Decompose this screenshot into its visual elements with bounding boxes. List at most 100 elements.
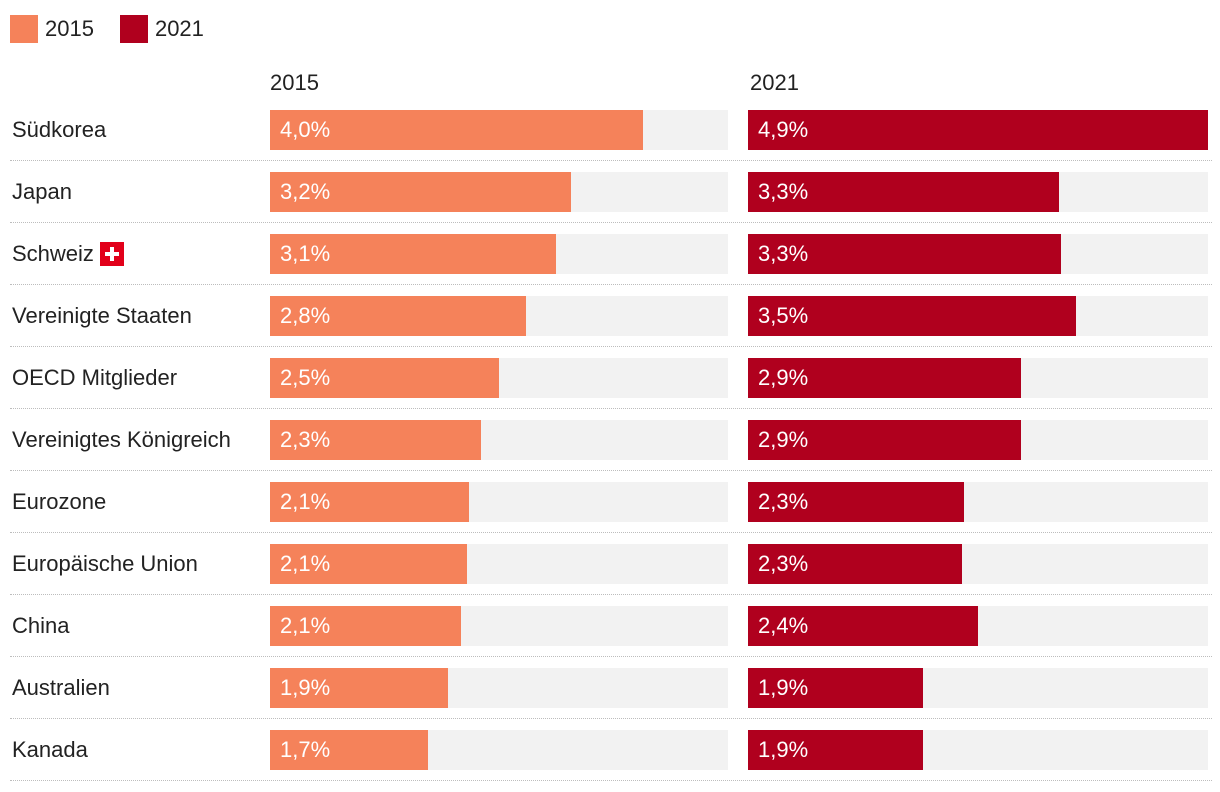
bar-2015: [270, 234, 556, 274]
bar-2021: [748, 730, 923, 770]
row-divider: [10, 532, 1212, 533]
data-label-2021: 3,3%: [758, 179, 809, 204]
bar-2015: [270, 358, 499, 398]
data-label-2015: 2,5%: [280, 365, 331, 390]
row-divider: [10, 470, 1212, 471]
category-label: OECD Mitglieder: [12, 358, 177, 398]
category-label: Eurozone: [12, 482, 106, 522]
bar-2015: [270, 296, 526, 336]
data-label-2021: 1,9%: [758, 675, 809, 700]
category-label-text: Japan: [12, 179, 72, 204]
bar-track-2015: 1,7%: [270, 730, 728, 770]
row-divider: [10, 160, 1212, 161]
category-label: Australien: [12, 668, 110, 708]
category-label: China: [12, 606, 69, 646]
bar-2021: [748, 234, 1061, 274]
row-divider: [10, 284, 1212, 285]
chart-row: Vereinigtes Königreich 2,3% 2,9%: [0, 420, 1220, 482]
category-label: Japan: [12, 172, 72, 212]
bar-track-2021: 2,9%: [748, 358, 1208, 398]
data-label-2015: 4,0%: [280, 117, 331, 142]
bar-track-2021: 3,3%: [748, 234, 1208, 274]
data-label-2021: 2,9%: [758, 365, 809, 390]
chart-row: OECD Mitglieder 2,5% 2,9%: [0, 358, 1220, 420]
bar-2021: [748, 420, 1021, 460]
category-label-text: Vereinigtes Königreich: [12, 427, 231, 452]
data-label-2021: 4,9%: [758, 117, 809, 142]
swiss-flag-icon: [99, 242, 124, 266]
bar-track-2015: 3,2%: [270, 172, 728, 212]
bar-track-2021: 2,3%: [748, 482, 1208, 522]
bar-track-2015: 2,1%: [270, 482, 728, 522]
row-divider: [10, 408, 1212, 409]
row-divider: [10, 780, 1212, 781]
bar-2021: [748, 296, 1076, 336]
category-label-text: Südkorea: [12, 117, 107, 142]
bar-2015: [270, 420, 481, 460]
legend-swatch-2021: [119, 15, 148, 43]
category-label-text: China: [12, 613, 70, 638]
data-label-2015: 2,1%: [280, 613, 331, 638]
bar-track-2015: 2,5%: [270, 358, 728, 398]
row-divider: [10, 222, 1212, 223]
bar-track-2015: 2,1%: [270, 606, 728, 646]
legend-swatch-2015: [10, 15, 38, 43]
bar-2015: [270, 544, 467, 584]
bar-track-2015: 3,1%: [270, 234, 728, 274]
chart-row: Australien 1,9% 1,9%: [0, 668, 1220, 730]
bar-2021: [748, 482, 964, 522]
data-label-2015: 3,1%: [280, 241, 331, 266]
category-label-text: Schweiz: [12, 241, 94, 266]
row-divider: [10, 594, 1212, 595]
bar-2021: [748, 110, 1208, 150]
chart-row: Europäische Union 2,1% 2,3%: [0, 544, 1220, 606]
data-label-2015: 2,8%: [280, 303, 331, 328]
chart-row: Japan 3,2% 3,3%: [0, 172, 1220, 234]
data-label-2021: 3,5%: [758, 303, 809, 328]
category-label: Kanada: [12, 730, 88, 770]
chart-row: Kanada 1,7% 1,9%: [0, 730, 1220, 792]
bar-track-2021: 2,9%: [748, 420, 1208, 460]
chart-row: Südkorea 4,0% 4,9%: [0, 110, 1220, 172]
data-label-2021: 2,4%: [758, 613, 809, 638]
bar-2021: [748, 358, 1021, 398]
bar-track-2021: 3,5%: [748, 296, 1208, 336]
bar-track-2015: 2,8%: [270, 296, 728, 336]
data-label-2021: 2,9%: [758, 427, 809, 452]
data-label-2015: 3,2%: [280, 179, 331, 204]
data-label-2021: 2,3%: [758, 489, 809, 514]
category-label: Europäische Union: [12, 544, 198, 584]
column-header-2015: 2015: [270, 70, 319, 95]
chart-row: Eurozone 2,1% 2,3%: [0, 482, 1220, 544]
legend: 2015 2021: [10, 14, 230, 44]
category-label-text: OECD Mitglieder: [12, 365, 178, 390]
category-label: Vereinigte Staaten: [12, 296, 192, 336]
legend-label-2015: 2015: [45, 16, 94, 41]
bar-track-2015: 1,9%: [270, 668, 728, 708]
bar-track-2015: 4,0%: [270, 110, 728, 150]
bar-track-2015: 2,3%: [270, 420, 728, 460]
data-label-2021: 3,3%: [758, 241, 809, 266]
legend-item-2021: 2021: [119, 15, 204, 43]
row-divider: [10, 656, 1212, 657]
bar-2021: [748, 668, 923, 708]
category-label-text: Eurozone: [12, 489, 107, 514]
category-label-text: Europäische Union: [12, 551, 198, 576]
data-label-2015: 1,7%: [280, 737, 331, 762]
bar-2015: [270, 172, 571, 212]
category-label-text: Vereinigte Staaten: [12, 303, 192, 328]
category-label: Südkorea: [12, 110, 106, 150]
chart-row: Vereinigte Staaten 2,8% 3,5%: [0, 296, 1220, 358]
bar-2015: [270, 482, 469, 522]
bar-track-2021: 4,9%: [748, 110, 1208, 150]
category-label: Schweiz: [12, 234, 124, 274]
bar-2015: [270, 668, 448, 708]
bar-2021: [748, 544, 962, 584]
data-label-2021: 1,9%: [758, 737, 809, 762]
legend-item-2015: 2015: [10, 15, 94, 43]
row-divider: [10, 718, 1212, 719]
bar-track-2021: 3,3%: [748, 172, 1208, 212]
bar-2021: [748, 172, 1059, 212]
bar-2015: [270, 110, 643, 150]
data-label-2015: 2,1%: [280, 551, 331, 576]
